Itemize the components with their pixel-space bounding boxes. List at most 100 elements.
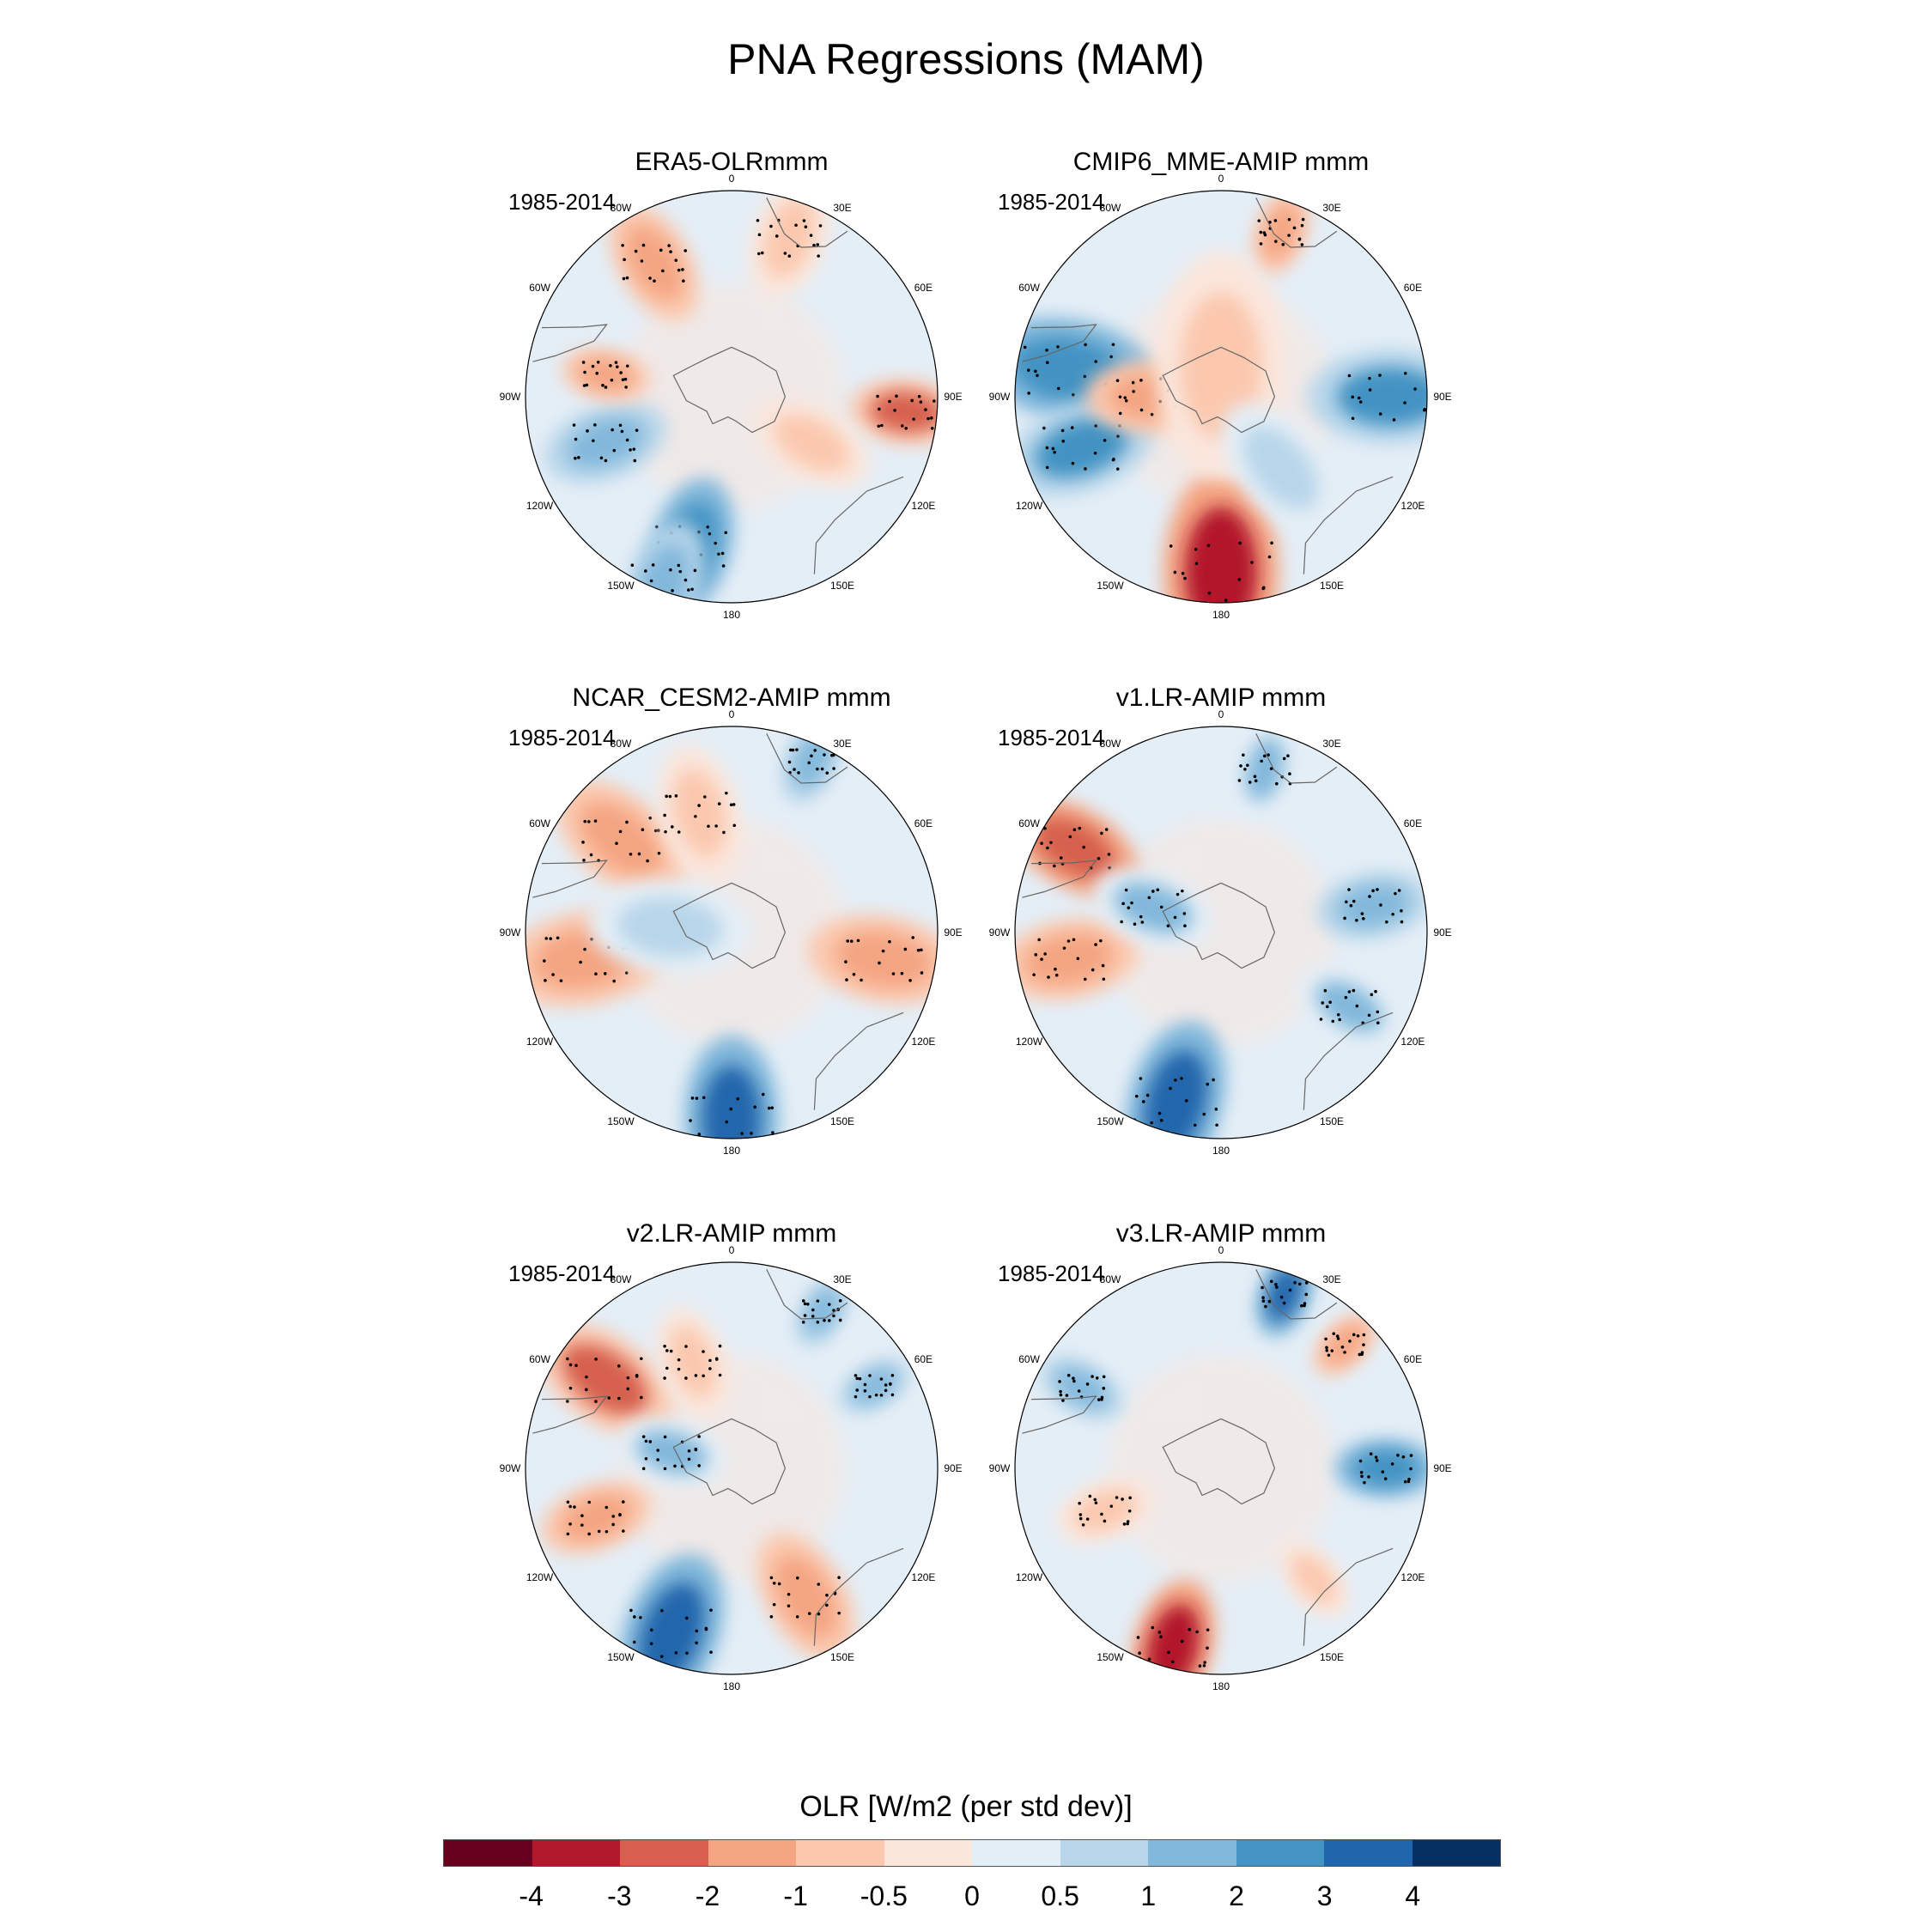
map-border: [1014, 1261, 1428, 1675]
significance-dot: [661, 269, 665, 273]
significance-dot: [583, 947, 586, 951]
colorbar-tick-label: 2: [1229, 1880, 1244, 1911]
longitude-label: 30W: [611, 1273, 632, 1285]
significance-dot: [1207, 591, 1212, 595]
significance-dot: [1159, 1635, 1163, 1638]
significance-dot: [581, 361, 586, 364]
significance-dot: [634, 249, 638, 253]
significance-dot: [703, 795, 707, 799]
significance-dot: [1287, 217, 1291, 222]
map-field: [1015, 191, 1427, 603]
significance-dot: [658, 596, 662, 600]
significance-dot: [825, 1603, 829, 1607]
significance-dot: [632, 447, 636, 451]
significance-dot: [697, 1464, 701, 1467]
significance-dot: [1071, 461, 1075, 465]
panel-period: 1985-2014: [508, 725, 616, 750]
significance-dot: [811, 1315, 815, 1318]
significance-dot: [1151, 1625, 1155, 1630]
coastline: [813, 1547, 904, 1646]
anomaly-core: [1073, 1490, 1137, 1531]
significance-dot: [924, 408, 927, 411]
coastline: [532, 324, 608, 362]
anomaly-core: [580, 802, 663, 878]
significance-dot: [649, 579, 653, 583]
significance-dot: [573, 1505, 576, 1509]
significance-dot: [803, 1302, 807, 1306]
significance-dot: [694, 1447, 698, 1451]
significance-dot: [630, 563, 635, 567]
significance-dot: [1325, 1005, 1329, 1009]
significance-dot: [1368, 895, 1371, 898]
significance-dot: [777, 1582, 781, 1586]
significance-dot: [594, 1400, 598, 1403]
longitude-label: 120W: [1016, 500, 1043, 512]
significance-dot: [1034, 953, 1038, 957]
significance-dot: [1202, 1112, 1206, 1116]
significance-dot: [1347, 888, 1351, 891]
significance-dot: [1287, 234, 1291, 237]
significance-dot: [1360, 1351, 1364, 1355]
longitude-label: 120W: [526, 1036, 554, 1048]
significance-dot: [1047, 975, 1050, 979]
significance-dot: [1085, 1517, 1090, 1521]
significance-dot: [1383, 1477, 1388, 1480]
significance-dot: [1183, 576, 1187, 580]
significance-dot: [665, 794, 668, 799]
significance-dot: [551, 973, 555, 976]
significance-dot: [649, 1628, 653, 1632]
longitude-label: 60E: [1404, 817, 1422, 829]
significance-dot: [1100, 831, 1103, 835]
significance-dot: [1121, 902, 1125, 906]
significance-dot: [1423, 408, 1426, 412]
significance-dot: [868, 1394, 872, 1399]
significance-dot: [1059, 1393, 1063, 1397]
significance-dot: [1170, 1660, 1175, 1664]
significance-dot: [633, 1615, 636, 1619]
anomaly-core: [638, 1582, 705, 1674]
significance-dot: [888, 399, 891, 404]
significance-dot: [1115, 467, 1120, 471]
significance-dot: [854, 1394, 858, 1399]
significance-dot: [697, 530, 701, 534]
significance-dot: [1374, 989, 1377, 993]
significance-dot: [663, 1467, 667, 1471]
significance-dot: [1274, 240, 1278, 243]
significance-dot: [820, 767, 824, 771]
significance-dot: [690, 1097, 695, 1100]
polar-map: 0 30E 60E 90E 120E 150E 180 150W 120W 90W 60W 30W: [989, 1244, 1452, 1692]
significance-dot: [845, 978, 848, 981]
significance-dot: [1369, 1452, 1373, 1456]
colorbar-tick-label: 1: [1140, 1880, 1157, 1911]
polar-map: 0 30E 60E 90E 120E 150E 180 150W 120W 90W 60W 30W: [989, 173, 1452, 621]
polar-map: 0 30E 60E 90E 120E 150E 180 150W 120W 90W 60W 30W: [500, 1244, 963, 1692]
significance-dot: [641, 1435, 646, 1438]
significance-dot: [1371, 889, 1375, 893]
significance-dot: [917, 394, 921, 398]
significance-dot: [1193, 1123, 1197, 1127]
significance-dot: [657, 851, 661, 855]
significance-dot: [1027, 392, 1030, 395]
significance-dot: [639, 1357, 643, 1361]
longitude-label: 150E: [1320, 1115, 1344, 1127]
significance-dot: [1045, 348, 1048, 352]
colorbar-swatch: [444, 1840, 532, 1866]
significance-dot: [816, 243, 820, 246]
significance-dot: [617, 1396, 621, 1400]
significance-dot: [1120, 920, 1123, 924]
longitude-label: 90W: [500, 1462, 521, 1474]
significance-dot: [1394, 891, 1397, 896]
longitude-label: 60W: [1018, 1353, 1040, 1365]
significance-dot: [1139, 379, 1143, 382]
significance-dot: [740, 1132, 744, 1135]
significance-dot: [599, 456, 604, 460]
anomaly-core: [1315, 981, 1383, 1033]
significance-dot: [1293, 1280, 1297, 1285]
significance-dot: [1300, 243, 1304, 246]
longitude-label: 120E: [911, 1036, 935, 1048]
significance-dot: [1173, 915, 1177, 920]
longitude-label: 30W: [1100, 1273, 1121, 1285]
significance-dot: [1094, 943, 1097, 946]
significance-dot: [572, 423, 576, 427]
significance-dot: [852, 972, 856, 976]
